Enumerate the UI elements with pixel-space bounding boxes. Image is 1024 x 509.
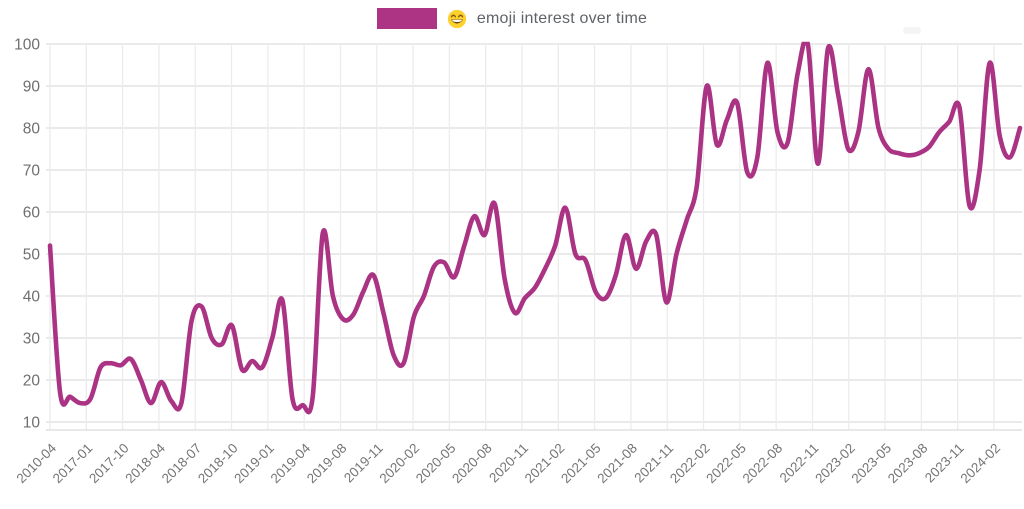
y-axis-tick-label: 40 [23, 289, 41, 306]
y-axis-tick-label: 90 [23, 79, 41, 96]
y-axis-tick-label: 50 [23, 247, 41, 264]
x-axis-tick-label: 2023-08 [885, 441, 931, 487]
watermark-smudge [903, 27, 921, 34]
grinning-emoji-icon [447, 9, 467, 29]
trend-line-series[interactable] [47, 40, 1023, 415]
x-axis-tick-label: 2021-08 [594, 441, 640, 487]
legend: emoji interest over time [0, 8, 1024, 29]
y-axis-tick-label: 10 [23, 415, 41, 432]
y-axis-tick-label: 70 [23, 163, 41, 180]
x-axis-tick-label: 2020-08 [449, 441, 495, 487]
y-axis-tick-label: 100 [14, 37, 40, 54]
legend-label: emoji interest over time [476, 9, 648, 27]
y-axis-tick-label: 20 [23, 373, 41, 390]
x-axis-tick-label: 2024-02 [957, 441, 1003, 487]
y-axis-tick-label: 80 [23, 121, 41, 138]
legend-color-swatch [376, 8, 437, 29]
y-axis-tick-label: 30 [23, 331, 41, 348]
x-axis-tick-label: 2022-08 [740, 441, 786, 487]
y-axis-tick-label: 60 [23, 205, 41, 222]
x-axis-tick-label: 2019-08 [304, 441, 350, 487]
